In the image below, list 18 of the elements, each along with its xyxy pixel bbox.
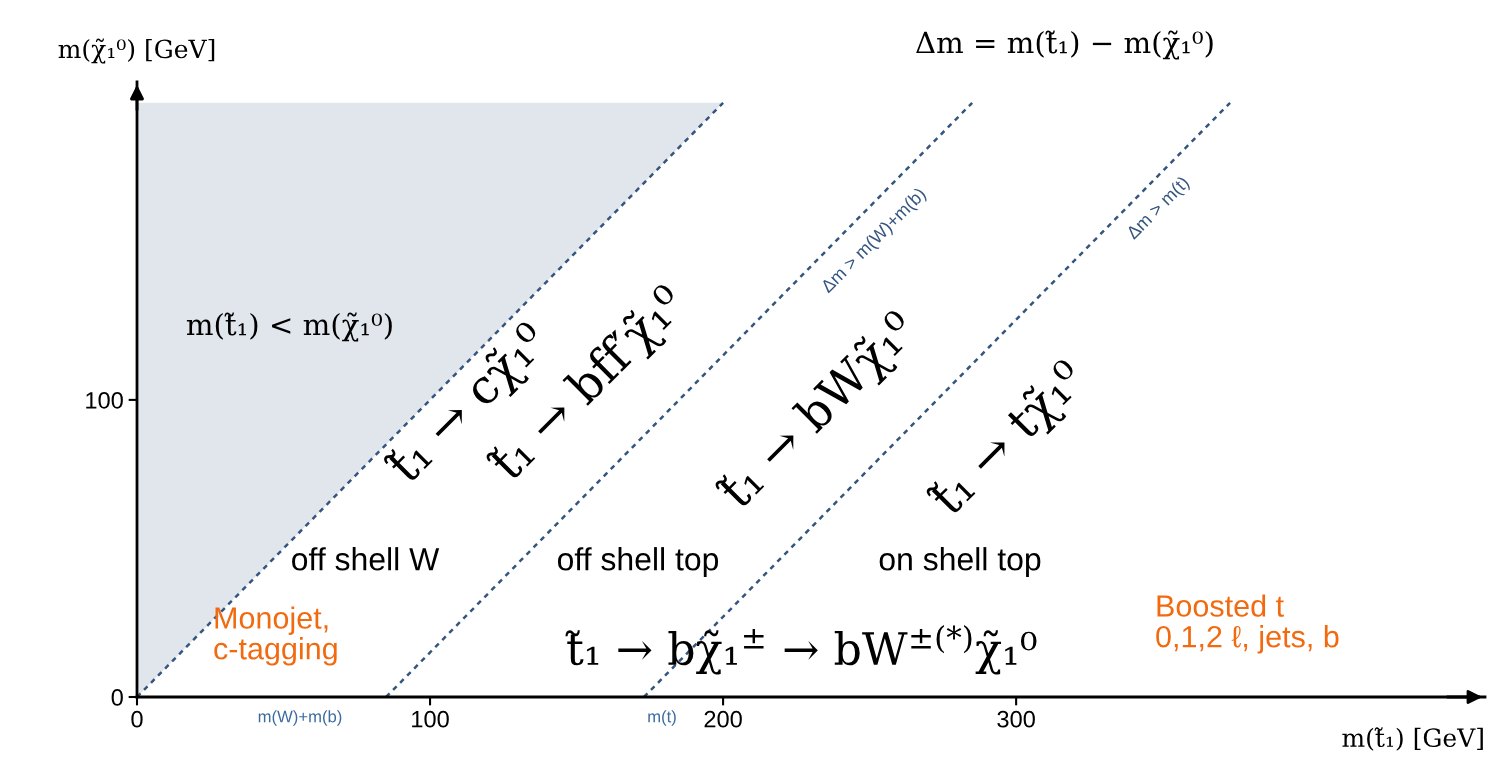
annotation: Boosted t 0,1,2 ℓ, jets, b: [1156, 594, 1339, 654]
text: m(W)+m(b): [258, 710, 342, 726]
x-tick-label: 0: [131, 710, 143, 728]
annotation: off shell W: [292, 547, 440, 571]
annotation: Monojet, c-tagging: [214, 606, 337, 666]
text: m(t): [648, 710, 676, 726]
text: Δm > m(t): [1125, 175, 1193, 243]
annotation: t̃₁ → bχ̃₁$^{±}$ → bW$^{±(*)}$χ̃₁⁰: [565, 624, 1037, 675]
annotation: off shell top: [557, 547, 719, 577]
x-axis-title: m(t̃₁) [GeV]: [1342, 727, 1483, 751]
y-axis-title: m(χ̃₁⁰) [GeV]: [58, 38, 215, 64]
annotation: m(t̃₁) < m(χ̃₁⁰): [186, 312, 392, 342]
text: Δm = m(t̃₁) − m(χ̃₁⁰): [916, 30, 1213, 60]
x-tick-label: 200: [704, 710, 742, 728]
annotation: on shell top: [879, 547, 1041, 577]
x-tick-label: 100: [412, 710, 449, 728]
annotation: t̃₁ → tχ̃₁⁰: [924, 355, 1095, 526]
x-tick-label: 300: [997, 710, 1035, 728]
